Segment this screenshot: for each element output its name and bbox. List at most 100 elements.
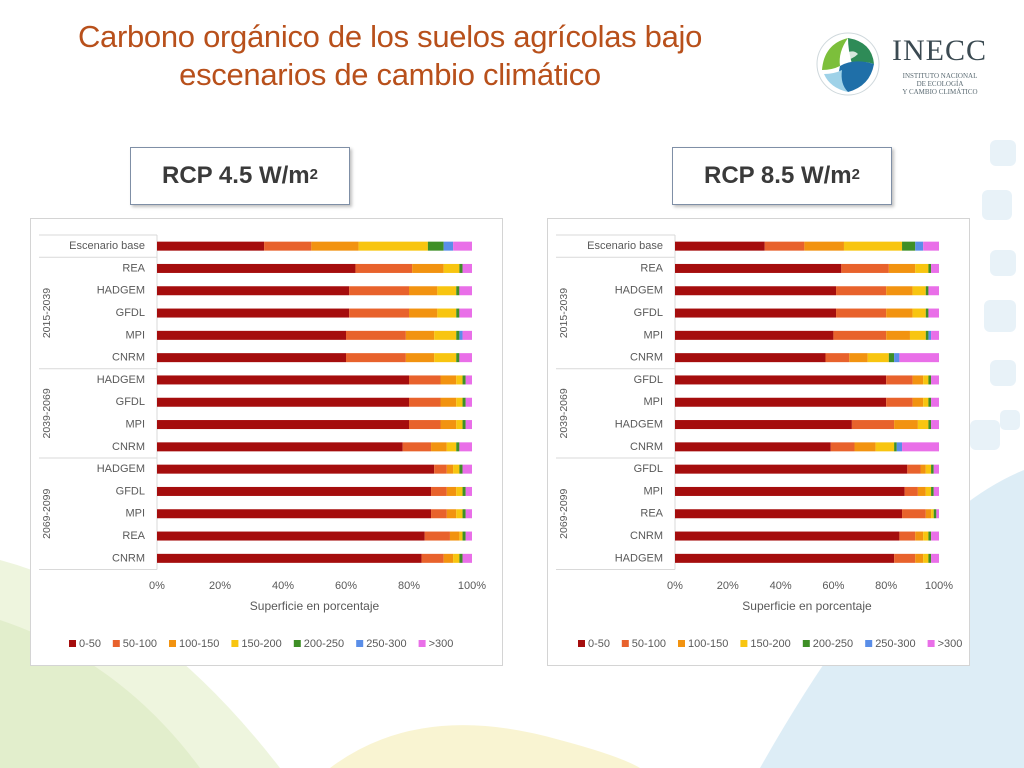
legend-label: >300 (938, 638, 963, 650)
bar-segment (896, 442, 903, 452)
bar-segment (875, 442, 895, 452)
bar-segment (431, 442, 447, 452)
bar-segment (912, 308, 926, 318)
category-label: GFDL (634, 463, 663, 475)
legend-label: 150-200 (241, 638, 281, 650)
bar-segment (830, 442, 855, 452)
bar-segment (764, 241, 805, 251)
bar-segment (465, 531, 472, 541)
bar-segment (923, 375, 929, 385)
bar-segment (405, 353, 435, 363)
bar-segment (443, 553, 454, 563)
bar-segment (456, 442, 460, 452)
bar-segment (157, 531, 425, 541)
bar-segment (851, 420, 895, 430)
bar-segment (886, 397, 913, 407)
bar-segment (157, 308, 350, 318)
bar-segment (459, 442, 472, 452)
bar-segment (836, 308, 887, 318)
bar-segment (456, 509, 463, 519)
bar-segment (923, 241, 939, 251)
category-label: Escenario base (69, 240, 145, 252)
category-label: MPI (643, 329, 663, 341)
bar-segment (888, 353, 895, 363)
bar-segment (912, 375, 924, 385)
legend-swatch (865, 640, 873, 647)
bar-segment (462, 509, 466, 519)
bar-segment (355, 263, 413, 273)
bar-segment (440, 420, 457, 430)
bar-segment (412, 263, 444, 273)
logo-subtitle-line: DE ECOLOGÍA (916, 80, 964, 88)
chart-rcp85: 2015-2039 2039-2069 2069-2099 Escenario bas… (547, 218, 970, 666)
x-axis-label: Superficie en porcentaje (742, 599, 872, 613)
legend-swatch (802, 640, 810, 647)
bar-segment (931, 553, 939, 563)
bar-segment (424, 531, 450, 541)
group-label: 2039-2069 (41, 388, 53, 438)
logo-subtitle-line: Y CAMBIO CLIMÁTICO (902, 88, 978, 96)
bar-segment (931, 397, 939, 407)
bar-segment (675, 442, 831, 452)
logo-subtitle-line: INSTITUTO NACIONAL (902, 72, 978, 80)
bar-segment (917, 486, 926, 496)
legend-swatch (927, 640, 935, 647)
legend-label: 0-50 (588, 638, 610, 650)
bar-segment (933, 509, 937, 519)
category-label: MPI (643, 396, 663, 408)
bar-segment (899, 353, 939, 363)
group-label: 2015-2039 (558, 288, 570, 338)
bar-segment (675, 263, 842, 273)
rcp45-label: RCP 4.5 W/m (162, 162, 310, 189)
legend-label: 50-100 (632, 638, 666, 650)
bar-segment (902, 509, 926, 519)
bar-segment (456, 375, 463, 385)
bar-segment (462, 420, 466, 430)
bar-segment (459, 263, 463, 273)
category-label: Escenario base (587, 240, 663, 252)
bar-segment (925, 286, 929, 296)
bar-segment (928, 531, 932, 541)
bar-segment (402, 442, 432, 452)
bar-segment (925, 486, 932, 496)
category-label: MPI (125, 329, 145, 341)
bar-segment (894, 353, 900, 363)
legend-swatch (69, 640, 76, 647)
x-tick-label: 80% (398, 580, 420, 592)
bar-segment (157, 353, 346, 363)
bar-segment (899, 531, 916, 541)
category-label: HADGEM (615, 552, 663, 564)
chart-rcp45: 2015-2039 2039-2069 2069-2099 Escenario bas… (30, 218, 503, 666)
bar-segment (459, 553, 463, 563)
bar-segment (915, 241, 924, 251)
chart-rcp45-svg: 2015-2039 2039-2069 2069-2099 Escenario bas… (39, 234, 486, 650)
bar-segment (675, 308, 837, 318)
bar-segment (434, 353, 457, 363)
inecc-logo: INECC INSTITUTO NACIONAL DE ECOLOGÍA Y C… (814, 30, 986, 98)
bar-segment (836, 286, 887, 296)
bar-segment (453, 241, 472, 251)
x-tick-label: 60% (335, 580, 357, 592)
legend-label: >300 (429, 638, 454, 650)
category-label: GFDL (116, 307, 145, 319)
category-label: MPI (643, 485, 663, 497)
category-label: CNRM (630, 441, 663, 453)
bar-segment (675, 241, 765, 251)
bar-segment (931, 263, 939, 273)
rcp85-label-superscript: 2 (851, 165, 860, 183)
page-title: Carbono orgánico de los suelos agrícolas… (77, 19, 703, 92)
bar-segment (157, 420, 409, 430)
bar-segment (157, 263, 356, 273)
bar-segment (409, 420, 441, 430)
bar-segment (157, 509, 432, 519)
bar-segment (675, 531, 900, 541)
bar-segment (894, 553, 916, 563)
bar-segment (675, 375, 887, 385)
bar-segment (920, 464, 926, 474)
bar-segment (459, 286, 472, 296)
x-tick-label: 100% (458, 580, 486, 592)
category-label: HADGEM (97, 374, 145, 386)
bar-segment (437, 308, 457, 318)
bar-segment (931, 330, 939, 340)
bar-segment (894, 420, 918, 430)
